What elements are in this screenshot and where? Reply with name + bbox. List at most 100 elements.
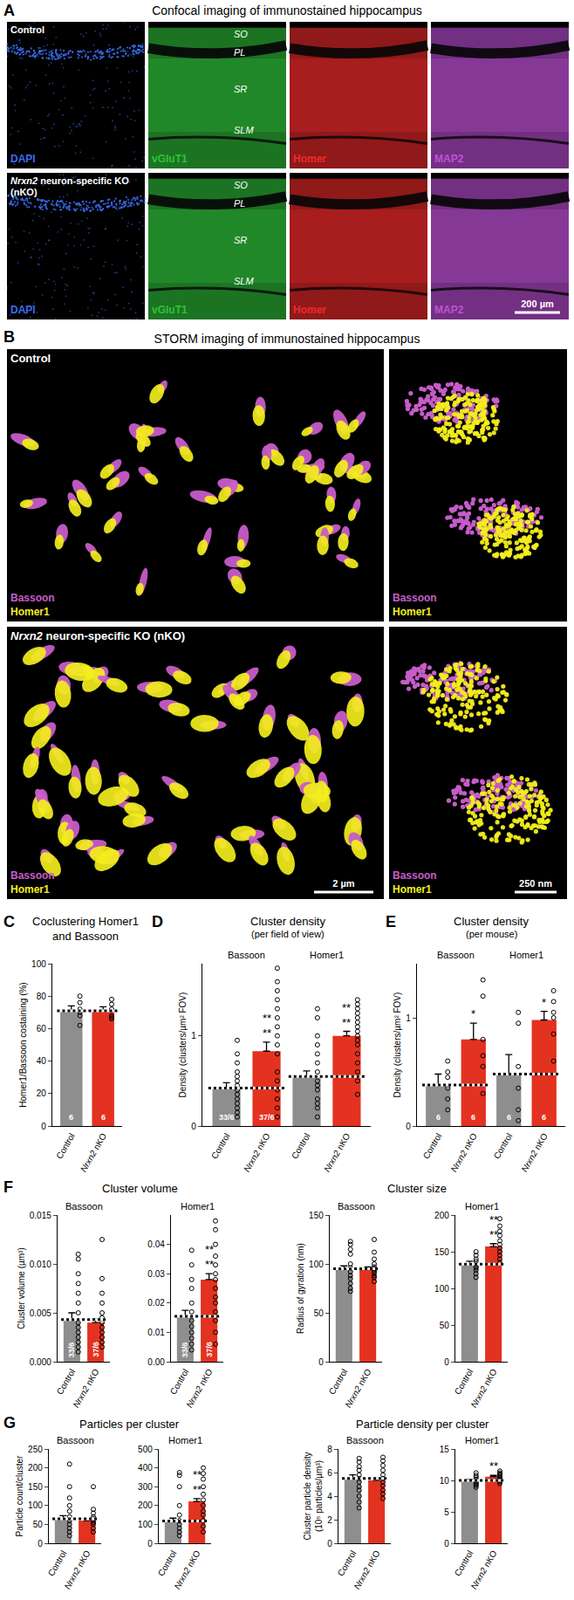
svg-text:(per mouse): (per mouse) [465,928,518,939]
svg-text:Cluster volume: Cluster volume [102,1181,178,1195]
svg-text:Control: Control [452,1547,476,1577]
svg-text:Particle count/cluster: Particle count/cluster [14,1454,25,1536]
svg-text:6: 6 [506,1112,512,1121]
svg-text:100: 100 [31,958,47,969]
svg-text:Nrxn2 nKO: Nrxn2 nKO [519,1130,550,1174]
svg-text:Radius of gyration (nm): Radius of gyration (nm) [295,1242,306,1333]
svg-text:D: D [151,912,164,930]
svg-text:Coclustering Homer1and Bassoon: Coclustering Homer1and Bassoon [32,914,139,943]
svg-text:*: * [541,995,547,1009]
svg-text:33/6: 33/6 [218,1112,235,1121]
svg-text:40: 40 [36,1055,48,1066]
svg-text:Control: Control [452,1366,476,1395]
svg-text:6: 6 [327,1467,333,1477]
svg-text:50: 50 [33,1518,44,1529]
svg-text:5: 5 [444,1506,450,1517]
svg-text:10: 10 [439,1475,451,1485]
svg-text:Cluster size: Cluster size [387,1181,447,1195]
svg-text:0: 0 [405,1120,411,1131]
svg-text:37/6: 37/6 [259,1112,275,1121]
svg-text:500: 500 [137,1443,153,1454]
svg-text:37/6: 37/6 [205,1340,214,1357]
svg-text:Control: Control [156,1547,179,1577]
svg-text:0: 0 [318,1356,324,1367]
svg-text:0: 0 [147,1537,153,1548]
svg-text:Bassoon: Bassoon [346,1434,384,1445]
svg-text:80: 80 [36,990,48,1001]
svg-text:6: 6 [436,1112,441,1121]
svg-text:Homer1/Bassoon costaining (%): Homer1/Bassoon costaining (%) [18,981,28,1107]
svg-text:200: 200 [27,1462,43,1472]
svg-text:0.000: 0.000 [29,1356,52,1367]
svg-text:Nrxn2 nKO: Nrxn2 nKO [171,1547,202,1591]
svg-text:Homer1: Homer1 [180,1200,215,1211]
svg-text:0: 0 [444,1537,450,1548]
svg-text:Control: Control [327,1366,350,1395]
svg-text:Control: Control [492,1130,515,1160]
svg-text:****: **** [262,1011,272,1039]
svg-text:0.015: 0.015 [29,1209,52,1220]
svg-text:0: 0 [41,1120,47,1131]
svg-text:15: 15 [439,1443,451,1454]
svg-text:Density (clusters/µm² FOV): Density (clusters/µm² FOV) [392,991,403,1098]
svg-text:200: 200 [434,1209,450,1220]
svg-text:Cluster density: Cluster density [453,914,529,928]
svg-text:0.04: 0.04 [147,1238,165,1249]
svg-text:6: 6 [101,1112,106,1121]
svg-text:0.03: 0.03 [147,1268,165,1278]
svg-text:Homer1: Homer1 [509,949,544,960]
svg-text:6: 6 [471,1112,476,1121]
svg-text:0: 0 [37,1537,43,1548]
svg-text:150: 150 [308,1209,324,1220]
svg-text:37/6: 37/6 [91,1340,101,1357]
svg-text:20: 20 [36,1087,48,1098]
svg-text:6: 6 [541,1112,547,1121]
svg-text:100: 100 [27,1499,43,1510]
svg-text:Control: Control [289,1130,313,1160]
svg-text:2: 2 [327,1514,333,1524]
svg-text:250: 250 [27,1443,43,1454]
svg-text:Control: Control [335,1547,359,1577]
svg-text:Nrxn2 nKO: Nrxn2 nKO [184,1366,214,1409]
svg-text:100: 100 [434,1283,450,1293]
svg-text:****: **** [192,1467,202,1496]
svg-text:33/6: 33/6 [180,1341,190,1358]
svg-text:Control: Control [46,1547,69,1577]
svg-text:Homer1: Homer1 [464,1434,499,1445]
svg-text:0.01: 0.01 [147,1326,165,1337]
svg-text:Density (clusters/µm² FOV): Density (clusters/µm² FOV) [177,991,188,1098]
svg-text:Homer1: Homer1 [309,949,344,960]
svg-text:Nrxn2 nKO: Nrxn2 nKO [342,1366,373,1409]
svg-text:1: 1 [191,1030,197,1040]
svg-text:C: C [3,912,15,930]
svg-text:Control: Control [54,1130,77,1160]
svg-text:Control: Control [54,1366,78,1395]
svg-text:Control: Control [421,1130,445,1160]
svg-text:Nrxn2 nKO: Nrxn2 nKO [468,1547,499,1591]
svg-text:Nrxn2 nKO: Nrxn2 nKO [70,1366,101,1409]
svg-text:Nrxn2 nKO: Nrxn2 nKO [61,1547,92,1591]
svg-text:E: E [385,912,397,930]
svg-text:Bassoon: Bassoon [337,1200,376,1211]
svg-text:6: 6 [68,1112,74,1121]
svg-text:Nrxn2 nKO: Nrxn2 nKO [78,1130,109,1174]
svg-text:F: F [3,1177,14,1196]
svg-text:Nrxn2 nKO: Nrxn2 nKO [351,1547,382,1591]
svg-text:0: 0 [327,1537,333,1548]
svg-text:4: 4 [327,1490,333,1501]
svg-text:33/6: 33/6 [67,1341,76,1358]
svg-text:50: 50 [314,1307,325,1318]
svg-text:Homer1: Homer1 [168,1434,203,1445]
svg-text:0: 0 [444,1356,450,1367]
svg-text:0.010: 0.010 [29,1258,52,1269]
svg-text:0: 0 [191,1120,197,1131]
svg-text:Control: Control [209,1130,233,1160]
svg-text:*: * [471,1006,476,1020]
svg-text:Bassoon: Bassoon [65,1200,103,1211]
svg-text:Cluster density: Cluster density [250,914,326,928]
svg-text:Homer1: Homer1 [464,1200,499,1211]
svg-text:0.02: 0.02 [147,1297,165,1307]
svg-text:300: 300 [137,1481,153,1491]
svg-text:G: G [3,1413,16,1431]
svg-text:60: 60 [36,1023,48,1033]
